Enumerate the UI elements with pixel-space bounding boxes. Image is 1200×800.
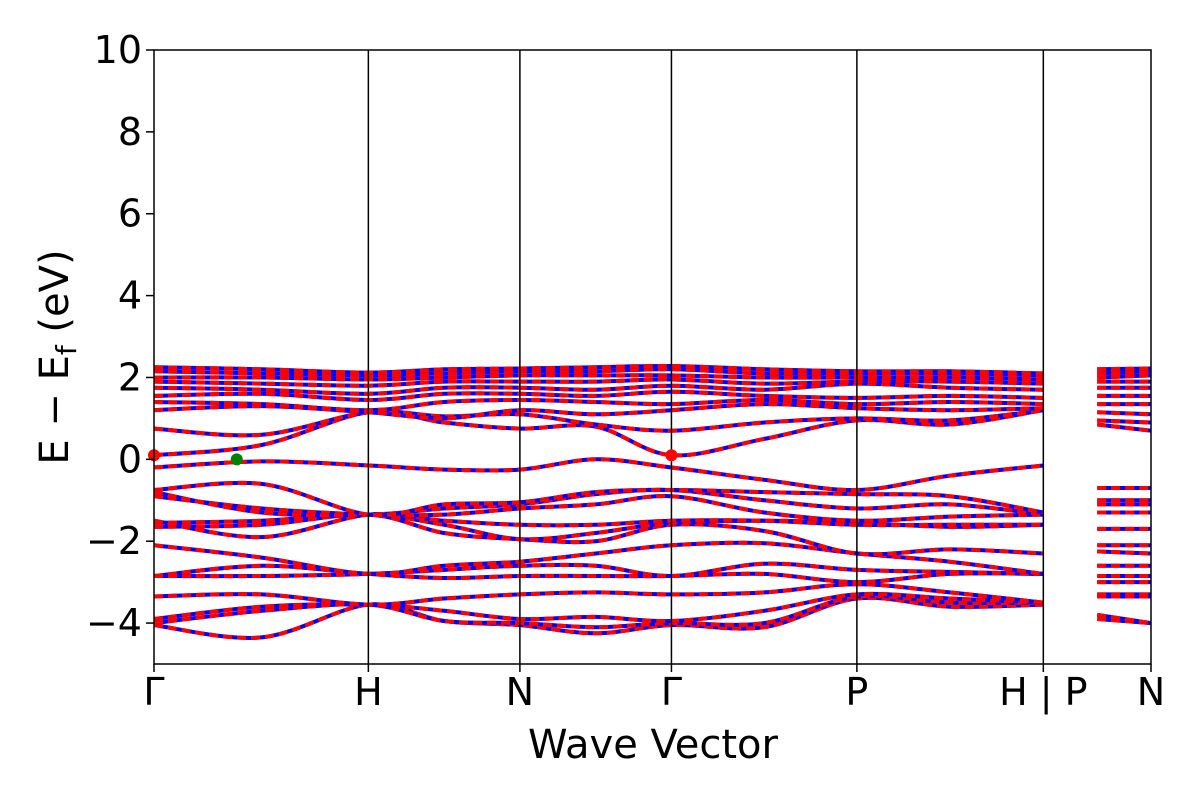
band-line-spin-up [153,480,1044,518]
band-line-spin-up [153,402,1044,421]
band-line-spin-down [153,457,1044,493]
x-tick-label: N [1137,670,1165,714]
band-line-spin-up [153,593,1044,630]
band-line-spin-up [153,457,1044,493]
band-line-spin-up [153,561,1044,579]
x-tick-label: Γ [143,670,164,714]
x-axis: Γ H N Γ P H | P N [143,664,1165,715]
band-line-spin-up [153,389,1044,403]
band-line-spin-up [153,397,1044,413]
band-line-spin-down [153,540,1044,577]
band-line-spin-up [153,582,1044,607]
band-line-spin-down [153,591,1044,624]
y-tick-label: 0 [118,437,142,481]
x-tick-label: N [506,670,534,714]
band-line-spin-up [1097,549,1152,556]
y-tick-label: 8 [118,110,142,154]
band-line-spin-up [153,373,1044,382]
y-axis: −4 −2 0 2 4 6 8 10 [86,28,154,645]
band-line-spin-up [1097,373,1152,380]
band-line-spin-up [1097,366,1152,372]
band-line-spin-up [153,563,1044,585]
y-axis-label-prefix: E − E [32,355,78,465]
band-line-spin-up [153,381,1044,396]
band-line-spin-down [153,408,1044,438]
x-tick-label: Γ [661,670,682,714]
plot-frame [153,49,1152,665]
y-axis-label-suffix: (eV) [32,249,78,345]
band-line-spin-up [1097,410,1152,417]
conduction-band-minimum-marker [665,449,678,462]
bands-layer [153,363,1152,640]
y-tick-label: 10 [94,28,142,72]
band-line-spin-up [153,595,1044,640]
band-line-spin-up [153,512,1044,557]
y-tick-label: −2 [86,519,142,563]
valence-band-maximum-marker [230,453,243,466]
high-symmetry-lines [367,50,1045,664]
x-axis-label: Wave Vector [528,722,779,768]
y-axis-label: E − Ef (eV) [32,249,83,464]
band-line-spin-up [1096,422,1152,433]
band-line-spin-up [1097,369,1152,376]
band-line-spin-up [153,494,1044,523]
band-line-spin-up [1096,612,1152,626]
x-tick-label: H | P [999,670,1087,715]
band-edge-markers [148,449,678,466]
y-tick-label: 6 [118,192,142,236]
band-line-spin-up [153,377,1044,388]
band-line-spin-down [153,512,1044,540]
y-tick-label: 4 [118,274,142,318]
x-tick-label: H [354,670,383,714]
y-tick-label: −4 [86,601,142,645]
band-line-spin-up [153,363,1044,376]
y-tick-label: 2 [118,355,142,399]
y-axis-label-subscript: f [50,344,83,355]
x-tick-label: P [845,670,868,714]
band-line-spin-up [1097,418,1152,425]
